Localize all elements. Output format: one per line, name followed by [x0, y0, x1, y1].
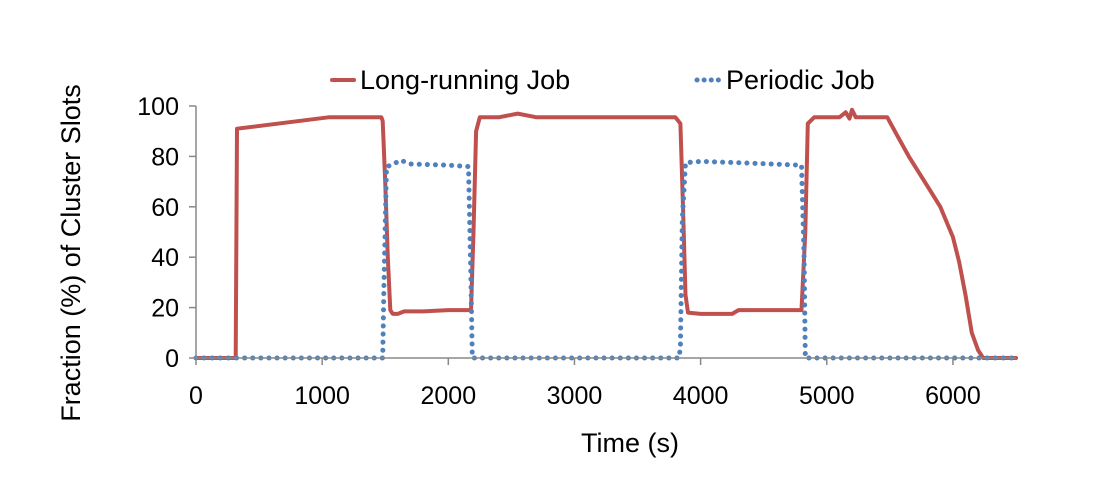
y-tick-label: 60	[151, 194, 179, 222]
series-line-periodic-job	[193, 157, 1019, 361]
x-tick-label: 6000	[925, 382, 981, 410]
x-axis-label: Time (s)	[581, 428, 679, 458]
y-axis-label: Fraction (%) of Cluster Slots	[56, 84, 86, 422]
y-ticks: 0 20 40 60 80 100	[137, 93, 196, 373]
x-tick-label: 2000	[420, 382, 476, 410]
x-ticks: 0 1000 2000 3000 4000 5000 6000	[189, 358, 981, 410]
x-tick-label: 3000	[547, 382, 603, 410]
x-tick-label: 4000	[673, 382, 729, 410]
y-tick-label: 100	[137, 93, 179, 121]
series-line-long-running-job	[194, 107, 1018, 360]
y-tick-label: 20	[151, 295, 179, 323]
plot-lines	[193, 107, 1019, 361]
y-tick-label: 40	[151, 244, 179, 272]
y-tick-label: 80	[151, 143, 179, 171]
legend-label-long-running: Long-running Job	[360, 65, 570, 95]
legend-label-periodic: Periodic Job	[726, 65, 875, 95]
x-tick-label: 1000	[294, 382, 350, 410]
y-tick-label: 0	[165, 345, 179, 373]
legend: Long-running Job Periodic Job	[330, 65, 875, 95]
x-tick-label: 5000	[799, 382, 855, 410]
x-tick-label: 0	[189, 382, 203, 410]
